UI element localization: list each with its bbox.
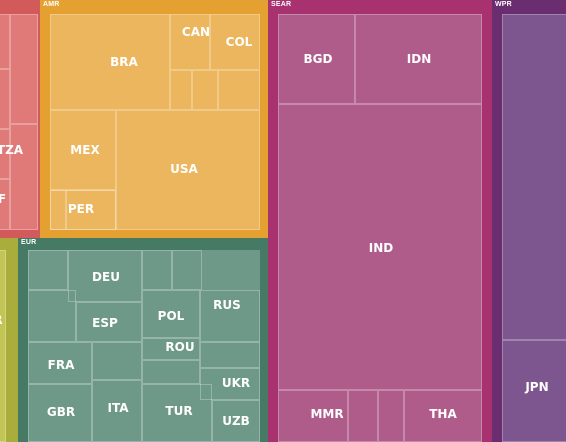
country-label-ita: ITA: [107, 401, 129, 415]
treemap-cell: [200, 342, 260, 368]
treemap-cell: [28, 290, 76, 342]
treemap-cell: [50, 14, 170, 110]
country-label-ind: IND: [368, 241, 394, 255]
treemap-cell: [66, 190, 116, 230]
treemap-cell: [92, 342, 142, 380]
region-label-wpr: WPR: [495, 1, 512, 8]
country-label-gbr: GBR: [46, 405, 76, 419]
country-label-r: R: [0, 313, 3, 327]
treemap-cell: [0, 129, 10, 179]
country-label-tha: THA: [429, 407, 457, 421]
treemap-cell: [0, 69, 10, 129]
treemap-cell: [278, 14, 355, 104]
treemap-cell: [116, 110, 260, 230]
treemap-cell: [172, 250, 202, 290]
country-label-pol: POL: [157, 309, 185, 323]
country-label-bra: BRA: [110, 55, 138, 69]
country-label-mex: MEX: [70, 143, 100, 157]
treemap-cell: [28, 250, 68, 290]
treemap-cell: [348, 390, 378, 442]
treemap-cell: [170, 14, 210, 70]
treemap-cell: [200, 368, 260, 400]
treemap-cell: [142, 338, 200, 360]
country-label-fra: FRA: [47, 358, 75, 372]
treemap-cell: [200, 290, 260, 342]
country-label-mmr: MMR: [310, 407, 344, 421]
treemap-cell: [192, 70, 218, 110]
region-area-eur: [28, 250, 260, 442]
treemap-cell: [76, 302, 142, 342]
treemap-cell: [10, 14, 38, 124]
region-area-wpr: [502, 14, 566, 442]
region-label-sear: SEAR: [271, 1, 292, 8]
region-label-amr: AMR: [43, 1, 60, 8]
country-label-esp: ESP: [92, 316, 118, 330]
treemap-cell: [50, 190, 116, 230]
treemap-cell: [378, 390, 404, 442]
treemap-cell: [502, 14, 566, 340]
country-label-rus: RUS: [213, 298, 241, 312]
region-area-emr: [0, 250, 6, 442]
country-label-ukr: UKR: [221, 376, 251, 390]
treemap-cell: [218, 70, 260, 110]
treemap-cell: [210, 14, 260, 70]
country-label-idn: IDN: [406, 52, 432, 66]
treemap-cell: [0, 250, 6, 442]
country-label-bgd: BGD: [303, 52, 333, 66]
country-label-jpn: JPN: [525, 380, 549, 394]
treemap-cell: [50, 110, 116, 190]
region-area-sear: [278, 14, 482, 442]
country-label-col: COL: [225, 35, 253, 49]
region-area-amr: [50, 14, 260, 230]
treemap-cell: [278, 104, 482, 390]
country-label-tza: TZA: [0, 143, 24, 157]
country-label-uzb: UZB: [222, 414, 250, 428]
treemap-cell: [10, 124, 38, 230]
country-label-usa: USA: [170, 162, 198, 176]
region-area-afr: [0, 14, 38, 230]
treemap-cell: [142, 250, 172, 290]
treemap-cell: [28, 342, 92, 384]
region-label-eur: EUR: [21, 239, 37, 246]
country-label-rou: ROU: [165, 340, 195, 354]
country-label-tur: TUR: [165, 404, 193, 418]
treemap-cell: [355, 14, 482, 104]
country-label-can: CAN: [181, 25, 211, 39]
treemap-cell: [0, 179, 10, 230]
treemap-cell: [0, 14, 10, 69]
treemap-cell: [68, 250, 142, 302]
treemap-cell: [170, 70, 192, 110]
treemap-cell: [142, 360, 200, 384]
treemap-cell: [142, 290, 200, 338]
country-label-deu: DEU: [92, 270, 120, 284]
treemap-cell: [50, 190, 66, 230]
country-label-per: PER: [67, 202, 95, 216]
country-label-f: F: [0, 192, 7, 206]
